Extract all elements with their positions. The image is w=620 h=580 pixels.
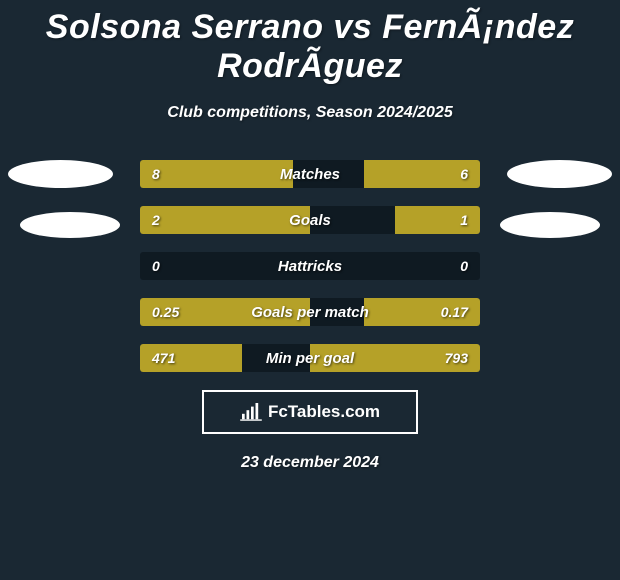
page-subtitle: Club competitions, Season 2024/2025 <box>0 104 620 122</box>
player-left-ellipse-1 <box>8 160 113 188</box>
logo-box[interactable]: FcTables.com <box>202 390 418 434</box>
stat-value-right: 6 <box>460 160 468 188</box>
stat-label: Min per goal <box>140 344 480 372</box>
date-label: 23 december 2024 <box>0 454 620 472</box>
stat-label: Goals per match <box>140 298 480 326</box>
stats-area: 8 Matches 6 2 Goals 1 0 Hattricks 0 0.25… <box>0 160 620 372</box>
stat-value-right: 0 <box>460 252 468 280</box>
player-right-ellipse-1 <box>507 160 612 188</box>
stat-row: 0 Hattricks 0 <box>140 252 480 280</box>
stat-value-right: 793 <box>445 344 468 372</box>
stat-label: Goals <box>140 206 480 234</box>
stat-row: 471 Min per goal 793 <box>140 344 480 372</box>
bar-chart-icon <box>240 403 262 421</box>
page-title: Solsona Serrano vs FernÃ¡ndez RodrÃ­guez <box>0 0 620 86</box>
stat-label: Hattricks <box>140 252 480 280</box>
stat-row: 0.25 Goals per match 0.17 <box>140 298 480 326</box>
player-left-ellipse-2 <box>20 212 120 238</box>
stat-row: 2 Goals 1 <box>140 206 480 234</box>
stat-value-right: 1 <box>460 206 468 234</box>
stat-row: 8 Matches 6 <box>140 160 480 188</box>
logo-text: FcTables.com <box>268 402 380 422</box>
stat-label: Matches <box>140 160 480 188</box>
stat-value-right: 0.17 <box>441 298 468 326</box>
player-right-ellipse-2 <box>500 212 600 238</box>
